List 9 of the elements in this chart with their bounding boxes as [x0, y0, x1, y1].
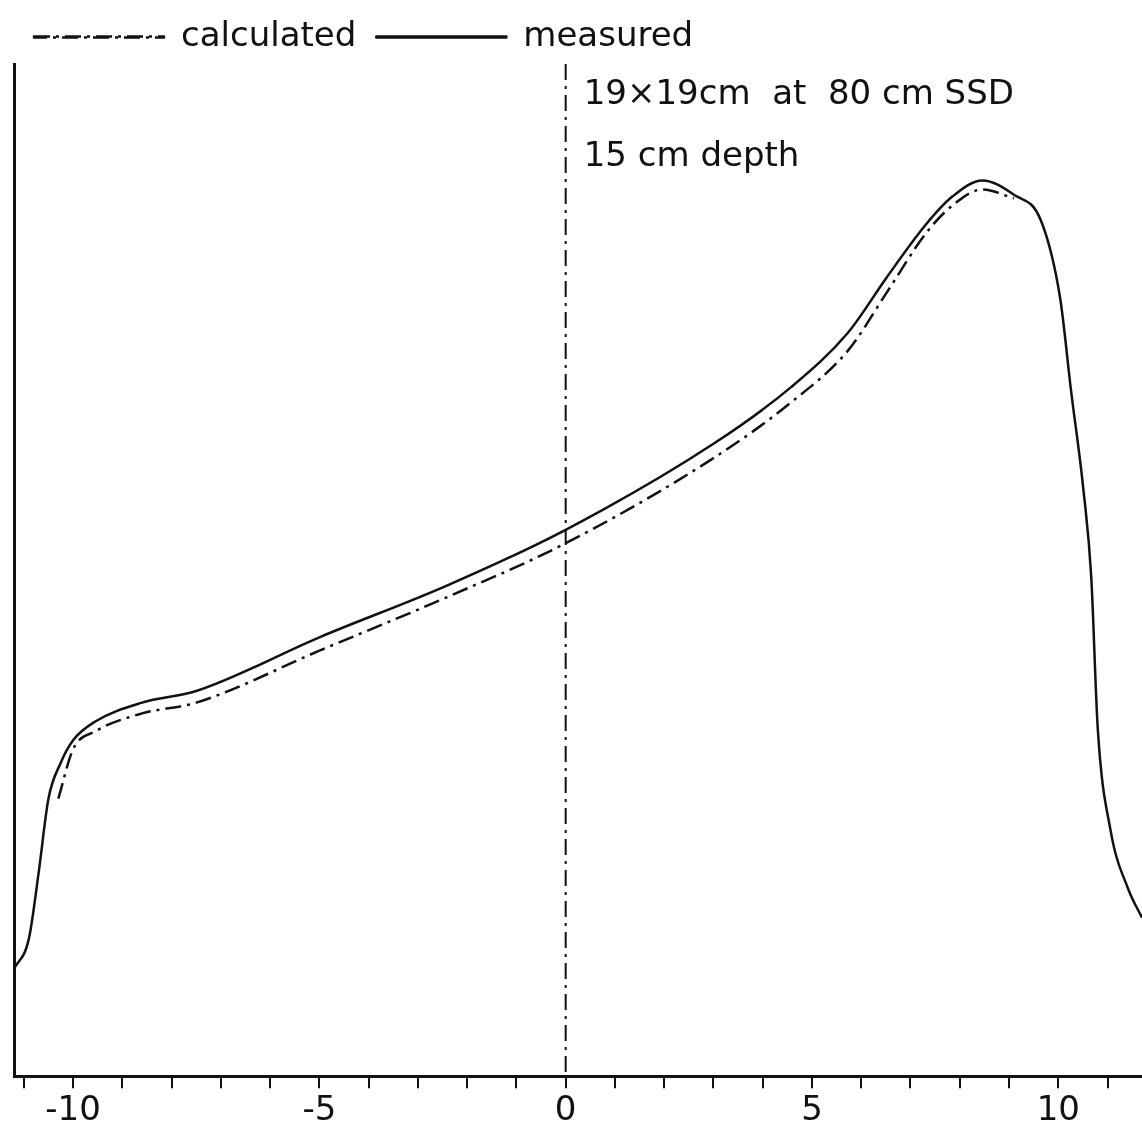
x-tick-label: 0 — [554, 1088, 577, 1129]
x-tick-label: 10 — [1036, 1088, 1080, 1129]
x-tick-label: -5 — [302, 1088, 337, 1129]
x-tick-label: -10 — [45, 1088, 101, 1129]
text: 15 cm depth — [583, 133, 800, 174]
text: 19×19cm at 80 cm SSD — [583, 71, 1014, 112]
x-tick-label: 5 — [801, 1088, 823, 1129]
legend-label: calculated — [181, 13, 357, 54]
legend-label: measured — [523, 13, 694, 54]
